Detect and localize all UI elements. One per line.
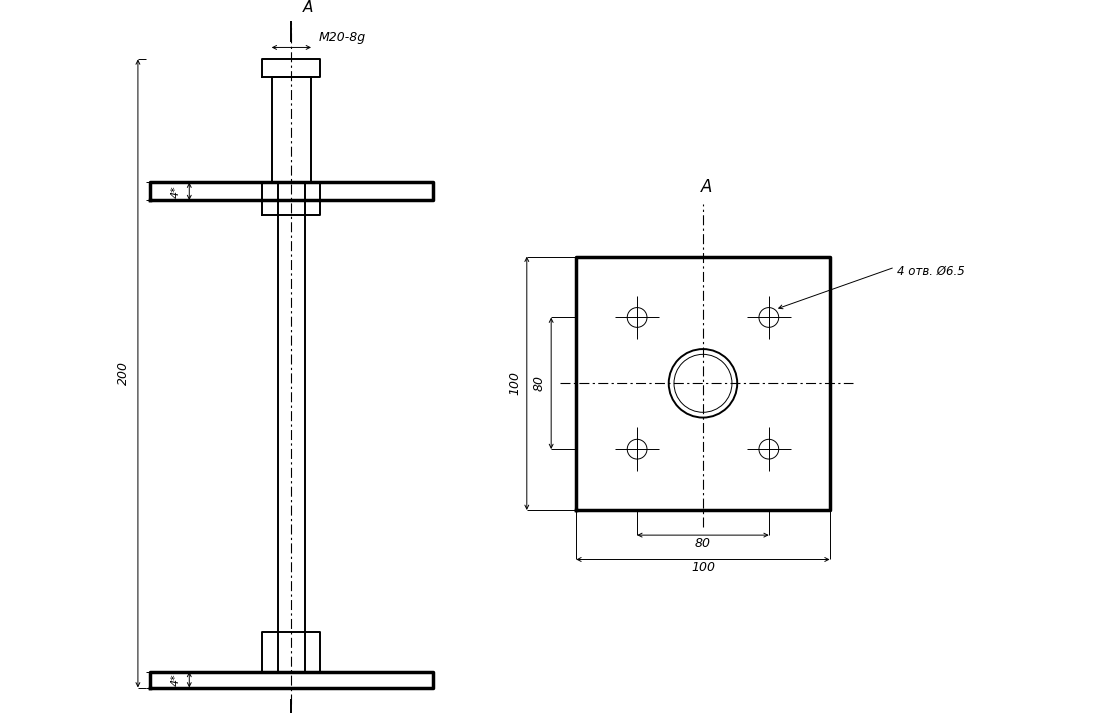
Text: 4 отв. Ø6.5: 4 отв. Ø6.5 bbox=[897, 265, 965, 278]
Text: А: А bbox=[700, 178, 711, 196]
Text: 100: 100 bbox=[690, 561, 715, 574]
Text: 4*: 4* bbox=[171, 673, 181, 686]
Text: А: А bbox=[303, 0, 313, 15]
Text: 80: 80 bbox=[695, 537, 711, 550]
Text: М20-8g: М20-8g bbox=[319, 31, 366, 44]
Text: 200: 200 bbox=[117, 361, 130, 386]
Text: 100: 100 bbox=[508, 371, 522, 396]
Text: 80: 80 bbox=[533, 376, 546, 391]
Text: 4*: 4* bbox=[171, 185, 181, 198]
